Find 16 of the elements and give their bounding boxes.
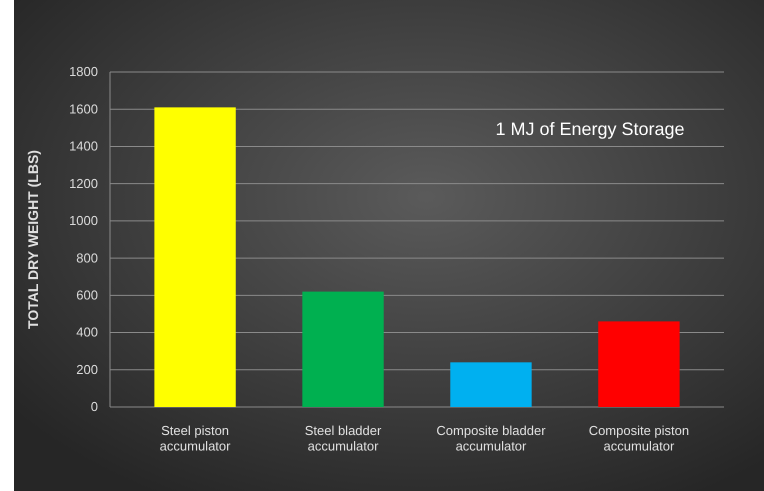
- y-tick-label: 600: [76, 287, 98, 302]
- x-tick-label: Steel piston accumulator: [160, 423, 232, 454]
- y-tick-label: 0: [90, 399, 98, 414]
- y-tick-label: 1200: [69, 176, 98, 191]
- y-tick-label: 200: [76, 362, 98, 377]
- x-tick-label: Composite bladder accumulator: [436, 423, 546, 454]
- y-tick-label: 800: [76, 250, 98, 266]
- x-tick-label: Steel bladder accumulator: [304, 423, 382, 454]
- y-axis-title: TOTAL DRY WEIGHT (LBS): [25, 150, 41, 329]
- y-tick-label: 1400: [69, 138, 98, 154]
- y-tick-label: 400: [76, 324, 98, 340]
- x-tick-label: Composite piston accumulator: [588, 423, 690, 454]
- annotation: 1 MJ of Energy Storage: [495, 119, 685, 139]
- y-tick-label: 1600: [69, 101, 98, 116]
- y-tick-label: 1800: [69, 64, 98, 80]
- y-tick-label: 1000: [69, 213, 98, 228]
